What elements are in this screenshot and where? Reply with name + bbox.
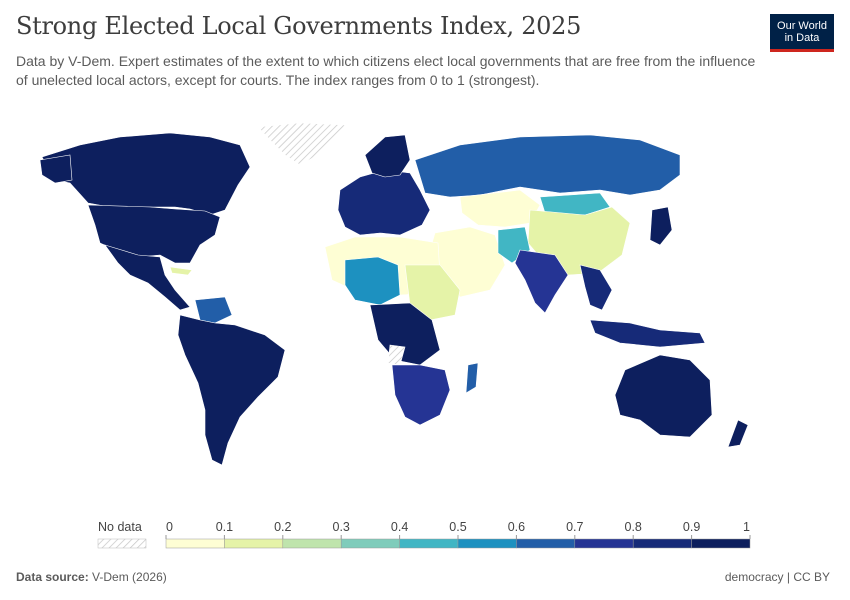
legend-no-data-swatch: [97, 538, 147, 549]
region-japan[interactable]: [649, 206, 673, 246]
region-indonesia[interactable]: [589, 319, 706, 348]
region-greenland[interactable]: [257, 122, 346, 166]
legend-tick-label: 0: [166, 520, 173, 534]
legend-tick-label: 0.8: [625, 520, 642, 534]
region-central-asia[interactable]: [459, 189, 541, 228]
legend-bin[interactable]: [399, 538, 459, 549]
legend-bin[interactable]: [632, 538, 692, 549]
region-canada[interactable]: [41, 132, 251, 216]
legend-tick-label: 0.6: [508, 520, 525, 534]
region-australia[interactable]: [614, 354, 713, 438]
legend-tick-label: 1: [743, 520, 750, 534]
legend-bin[interactable]: [457, 538, 517, 549]
region-central-africa[interactable]: [369, 302, 441, 366]
legend-color-bins: [165, 538, 751, 549]
region-caribbean[interactable]: [169, 266, 193, 276]
region-venezuela[interactable]: [194, 296, 233, 324]
region-southeast-asia[interactable]: [579, 264, 613, 311]
legend-bin[interactable]: [691, 538, 751, 549]
map-legend: No data 0 0.1 0.2 0.3 0.4 0.5 0.6 0.7 0.8 0.9 1: [97, 520, 751, 549]
chart-title: Strong Elected Local Governments Index, …: [16, 12, 582, 40]
legend-tick-label: 0.7: [566, 520, 583, 534]
source-value[interactable]: V-Dem (2026): [92, 570, 167, 584]
legend-tick-label: 0.3: [333, 520, 350, 534]
region-russia[interactable]: [414, 134, 681, 198]
region-no-data-africa[interactable]: [387, 344, 406, 366]
world-map[interactable]: [0, 115, 850, 510]
region-india[interactable]: [514, 249, 569, 314]
region-scandinavia[interactable]: [364, 134, 411, 178]
legend-bin[interactable]: [165, 538, 225, 549]
legend-bin[interactable]: [574, 538, 634, 549]
region-madagascar[interactable]: [465, 362, 479, 394]
logo-line-2: in Data: [784, 32, 820, 44]
region-southern-africa[interactable]: [391, 364, 451, 426]
region-usa[interactable]: [87, 204, 221, 264]
region-mexico[interactable]: [104, 244, 191, 311]
legend-bin[interactable]: [340, 538, 400, 549]
legend-no-data-label: No data: [98, 520, 142, 534]
license-note[interactable]: democracy | CC BY: [724, 570, 830, 584]
legend-bin[interactable]: [516, 538, 576, 549]
legend-tick-label: 0.9: [683, 520, 700, 534]
legend-bin[interactable]: [282, 538, 342, 549]
region-alaska[interactable]: [39, 154, 73, 184]
legend-tick-label: 0.1: [216, 520, 233, 534]
legend-tick-label: 0.5: [449, 520, 466, 534]
chart-subtitle: Data by V-Dem. Expert estimates of the e…: [16, 53, 756, 88]
region-south-america[interactable]: [177, 314, 286, 466]
owid-logo[interactable]: Our World in Data: [770, 14, 834, 52]
logo-line-1: Our World: [777, 20, 827, 32]
legend-tick-label: 0.2: [274, 520, 291, 534]
legend-tick-label: 0.4: [391, 520, 408, 534]
region-new-zealand[interactable]: [727, 419, 749, 448]
region-sahel[interactable]: [344, 256, 401, 306]
region-europe[interactable]: [337, 169, 431, 236]
data-source: Data source: V-Dem (2026): [16, 570, 167, 584]
legend-tick-labels: 0 0.1 0.2 0.3 0.4 0.5 0.6 0.7 0.8 0.9 1: [165, 520, 751, 539]
legend-bin[interactable]: [224, 538, 284, 549]
source-label: Data source:: [16, 570, 89, 584]
